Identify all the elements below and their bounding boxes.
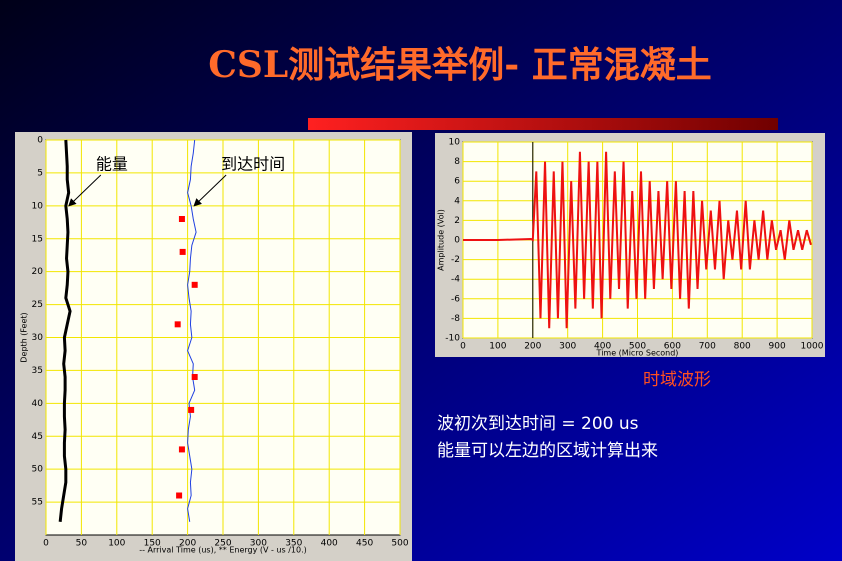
line	[58, 139, 72, 522]
x-tick-label: 0	[460, 342, 466, 352]
x-tick-label: 300	[559, 342, 576, 352]
marker	[179, 248, 186, 255]
x-tick-label: 150	[144, 539, 161, 549]
note: 波初次到达时间 = 200 us	[437, 414, 639, 434]
x-tick-label: 0	[43, 539, 49, 549]
x-tick-label: 50	[76, 539, 88, 549]
x-tick-label: 500	[629, 342, 646, 352]
depth-chart: 0 50 100 150 200 250 300 350 400 450 500 0 5 10 15 20 25…	[20, 136, 409, 555]
y-tick-label: 0	[454, 236, 460, 246]
note: 能量可以左边的区域计算出来	[437, 441, 658, 461]
y-tick-label: 4	[454, 196, 460, 206]
x-tick-label: 400	[594, 342, 611, 352]
y-tick-label: -10	[445, 334, 460, 344]
y-tick-label: -4	[451, 275, 460, 285]
y-tick-label: -8	[451, 314, 460, 324]
marker	[191, 281, 198, 288]
x-tick-label: 1000	[801, 342, 824, 352]
y-tick-label: 2	[454, 216, 460, 226]
x-tick-label: 600	[664, 342, 681, 352]
x-tick-label: 200	[179, 539, 196, 549]
x-tick-label: 100	[108, 539, 125, 549]
x-axis-label: -- Arrival Time (us), ** Energy (V - us …	[139, 546, 307, 555]
y-tick-label: 40	[32, 399, 44, 409]
y-tick-label: 30	[32, 333, 44, 343]
marker	[178, 446, 185, 453]
line	[187, 139, 197, 522]
y-tick-label: 45	[32, 432, 43, 442]
x-axis-label: Time (Micro Second)	[596, 349, 679, 358]
y-tick-label: 10	[32, 201, 44, 211]
x-tick-label: 450	[356, 539, 373, 549]
x-tick-label: 350	[285, 539, 302, 549]
y-tick-label: 8	[454, 157, 460, 167]
y-tick-label: 5	[37, 168, 43, 178]
x-tick-label: 800	[734, 342, 751, 352]
caption: 时域波形	[643, 370, 711, 390]
y-tick-label: 55	[32, 498, 43, 508]
y-tick-label: 25	[32, 300, 43, 310]
x-tick-label: 500	[391, 539, 408, 549]
y-tick-label: 10	[449, 138, 461, 148]
line	[463, 151, 812, 329]
y-tick-label: 50	[32, 465, 44, 475]
annotation: 到达时间	[221, 155, 285, 174]
marker	[176, 492, 183, 499]
x-tick-label: 900	[769, 342, 786, 352]
x-tick-label: 700	[699, 342, 716, 352]
y-tick-label: 35	[32, 366, 43, 376]
y-tick-label: -2	[451, 255, 460, 265]
y-tick-label: 15	[32, 234, 43, 244]
marker	[174, 321, 181, 328]
marker	[191, 374, 198, 380]
annotation-arrow	[193, 174, 227, 207]
x-tick-label: 100	[489, 342, 506, 352]
marker	[178, 216, 185, 222]
y-tick-label: 6	[454, 177, 460, 187]
x-tick-label: 300	[250, 539, 267, 549]
x-tick-label: 250	[214, 539, 231, 549]
y-tick-label: 0	[37, 136, 43, 146]
title-bar	[308, 118, 778, 130]
y-tick-label: 20	[32, 267, 44, 277]
slide-title: CSL测试结果举例- 正常混凝土	[208, 44, 711, 86]
y-axis-label: Amplitude (Vol)	[437, 209, 446, 271]
annotation-arrow	[68, 174, 102, 207]
y-tick-label: -6	[451, 294, 460, 304]
waveform-chart: 0 100 200 300 400 500 600 700 800 900 1000-10-8-6-…	[437, 138, 824, 358]
y-axis-label: Depth (Feet)	[20, 312, 29, 362]
marker	[188, 406, 195, 413]
annotation: 能量	[96, 155, 128, 174]
x-tick-label: 200	[524, 342, 541, 352]
x-tick-label: 400	[321, 539, 338, 549]
